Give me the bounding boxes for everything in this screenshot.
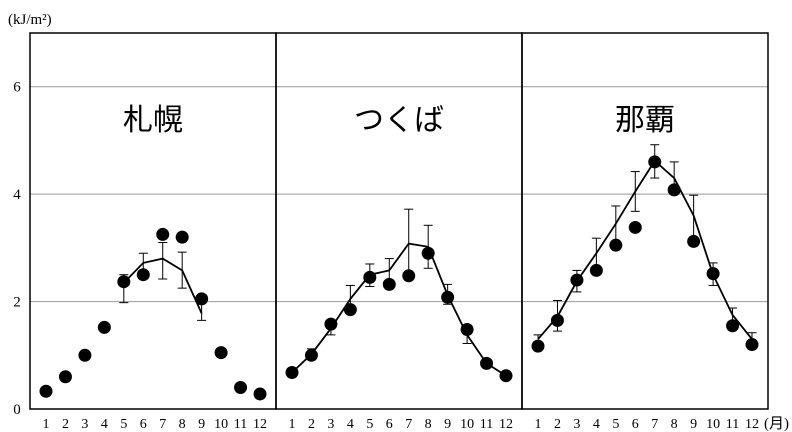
- panel-frame-3: [521, 32, 769, 410]
- y-tick-label-6: 6: [13, 80, 21, 96]
- x-tick-label: 1: [43, 417, 50, 432]
- x-tick-label: 11: [480, 417, 493, 432]
- x-tick-label: 8: [179, 417, 186, 432]
- x-tick-label: 12: [253, 417, 267, 432]
- x-tick-label: 2: [308, 417, 315, 432]
- data-point: [304, 348, 318, 362]
- x-tick-label: 5: [120, 417, 127, 432]
- x-tick-label: 10: [214, 417, 228, 432]
- data-point: [234, 381, 248, 395]
- panel-title-2: つくば: [354, 103, 444, 138]
- panel-title-3: 那覇: [615, 103, 675, 138]
- panel-title-1: 札幌: [123, 103, 183, 138]
- x-tick-label: 5: [612, 417, 619, 432]
- x-tick-label: 8: [425, 417, 432, 432]
- data-point: [382, 277, 396, 291]
- data-point: [648, 155, 662, 169]
- x-tick-label: 11: [726, 417, 739, 432]
- x-tick-label: 2: [62, 417, 69, 432]
- series-line-panel-3: [537, 159, 753, 340]
- x-tick-label: 11: [234, 417, 247, 432]
- data-point: [589, 263, 603, 277]
- series-line-panel-2: [291, 242, 507, 377]
- x-tick-label: 3: [573, 417, 580, 432]
- x-tick-label: 7: [159, 417, 166, 432]
- x-tick-label: 12: [499, 417, 513, 432]
- x-tick-label: 9: [690, 417, 697, 432]
- data-point: [570, 273, 584, 287]
- x-tick-label: 3: [327, 417, 334, 432]
- data-point: [687, 234, 701, 248]
- data-point: [726, 319, 740, 333]
- x-tick-label: 6: [140, 417, 147, 432]
- x-tick-label: 7: [405, 417, 412, 432]
- data-point: [136, 268, 150, 282]
- x-tick-label: 9: [198, 417, 205, 432]
- data-point: [706, 267, 720, 281]
- x-tick-label: 5: [366, 417, 373, 432]
- x-tick-label: 10: [460, 417, 474, 432]
- data-point: [78, 348, 92, 362]
- data-point: [117, 275, 131, 289]
- data-point: [195, 292, 209, 306]
- x-unit-label: (月): [764, 416, 789, 432]
- data-point: [97, 320, 111, 334]
- y-tick-label-0: 0: [13, 402, 21, 418]
- y-tick-label-2: 2: [13, 295, 21, 311]
- data-point: [343, 303, 357, 317]
- x-tick-label: 4: [593, 417, 600, 432]
- x-tick-label: 10: [706, 417, 720, 432]
- x-tick-label: 3: [81, 417, 88, 432]
- data-point: [441, 290, 455, 304]
- data-point: [609, 238, 623, 252]
- x-tick-label: 1: [535, 417, 542, 432]
- data-point: [402, 269, 416, 283]
- x-tick-label: 9: [444, 417, 451, 432]
- data-point: [363, 270, 377, 284]
- data-point: [628, 220, 642, 234]
- x-tick-label: 8: [671, 417, 678, 432]
- x-tick-label: 7: [651, 417, 658, 432]
- data-point: [421, 246, 435, 260]
- data-point: [460, 323, 474, 337]
- data-point: [499, 369, 513, 383]
- panel-frame-1: [29, 32, 277, 410]
- y-unit-label: (kJ/m²): [8, 12, 52, 28]
- data-point: [214, 346, 228, 360]
- data-point: [285, 365, 299, 379]
- data-point: [58, 370, 72, 384]
- data-point: [745, 338, 759, 352]
- x-tick-label: 4: [101, 417, 108, 432]
- data-point: [39, 384, 53, 398]
- data-point: [324, 317, 338, 331]
- x-tick-label: 6: [632, 417, 639, 432]
- x-tick-label: 4: [347, 417, 354, 432]
- data-point: [667, 183, 681, 197]
- data-point: [550, 313, 564, 327]
- data-point: [253, 387, 267, 401]
- x-tick-label: 6: [386, 417, 393, 432]
- data-point: [175, 230, 189, 244]
- data-point: [531, 339, 545, 353]
- data-point: [480, 356, 494, 370]
- data-point: [156, 227, 170, 241]
- y-tick-label-4: 4: [13, 187, 21, 203]
- x-tick-label: 1: [289, 417, 296, 432]
- x-tick-label: 2: [554, 417, 561, 432]
- x-tick-label: 12: [745, 417, 759, 432]
